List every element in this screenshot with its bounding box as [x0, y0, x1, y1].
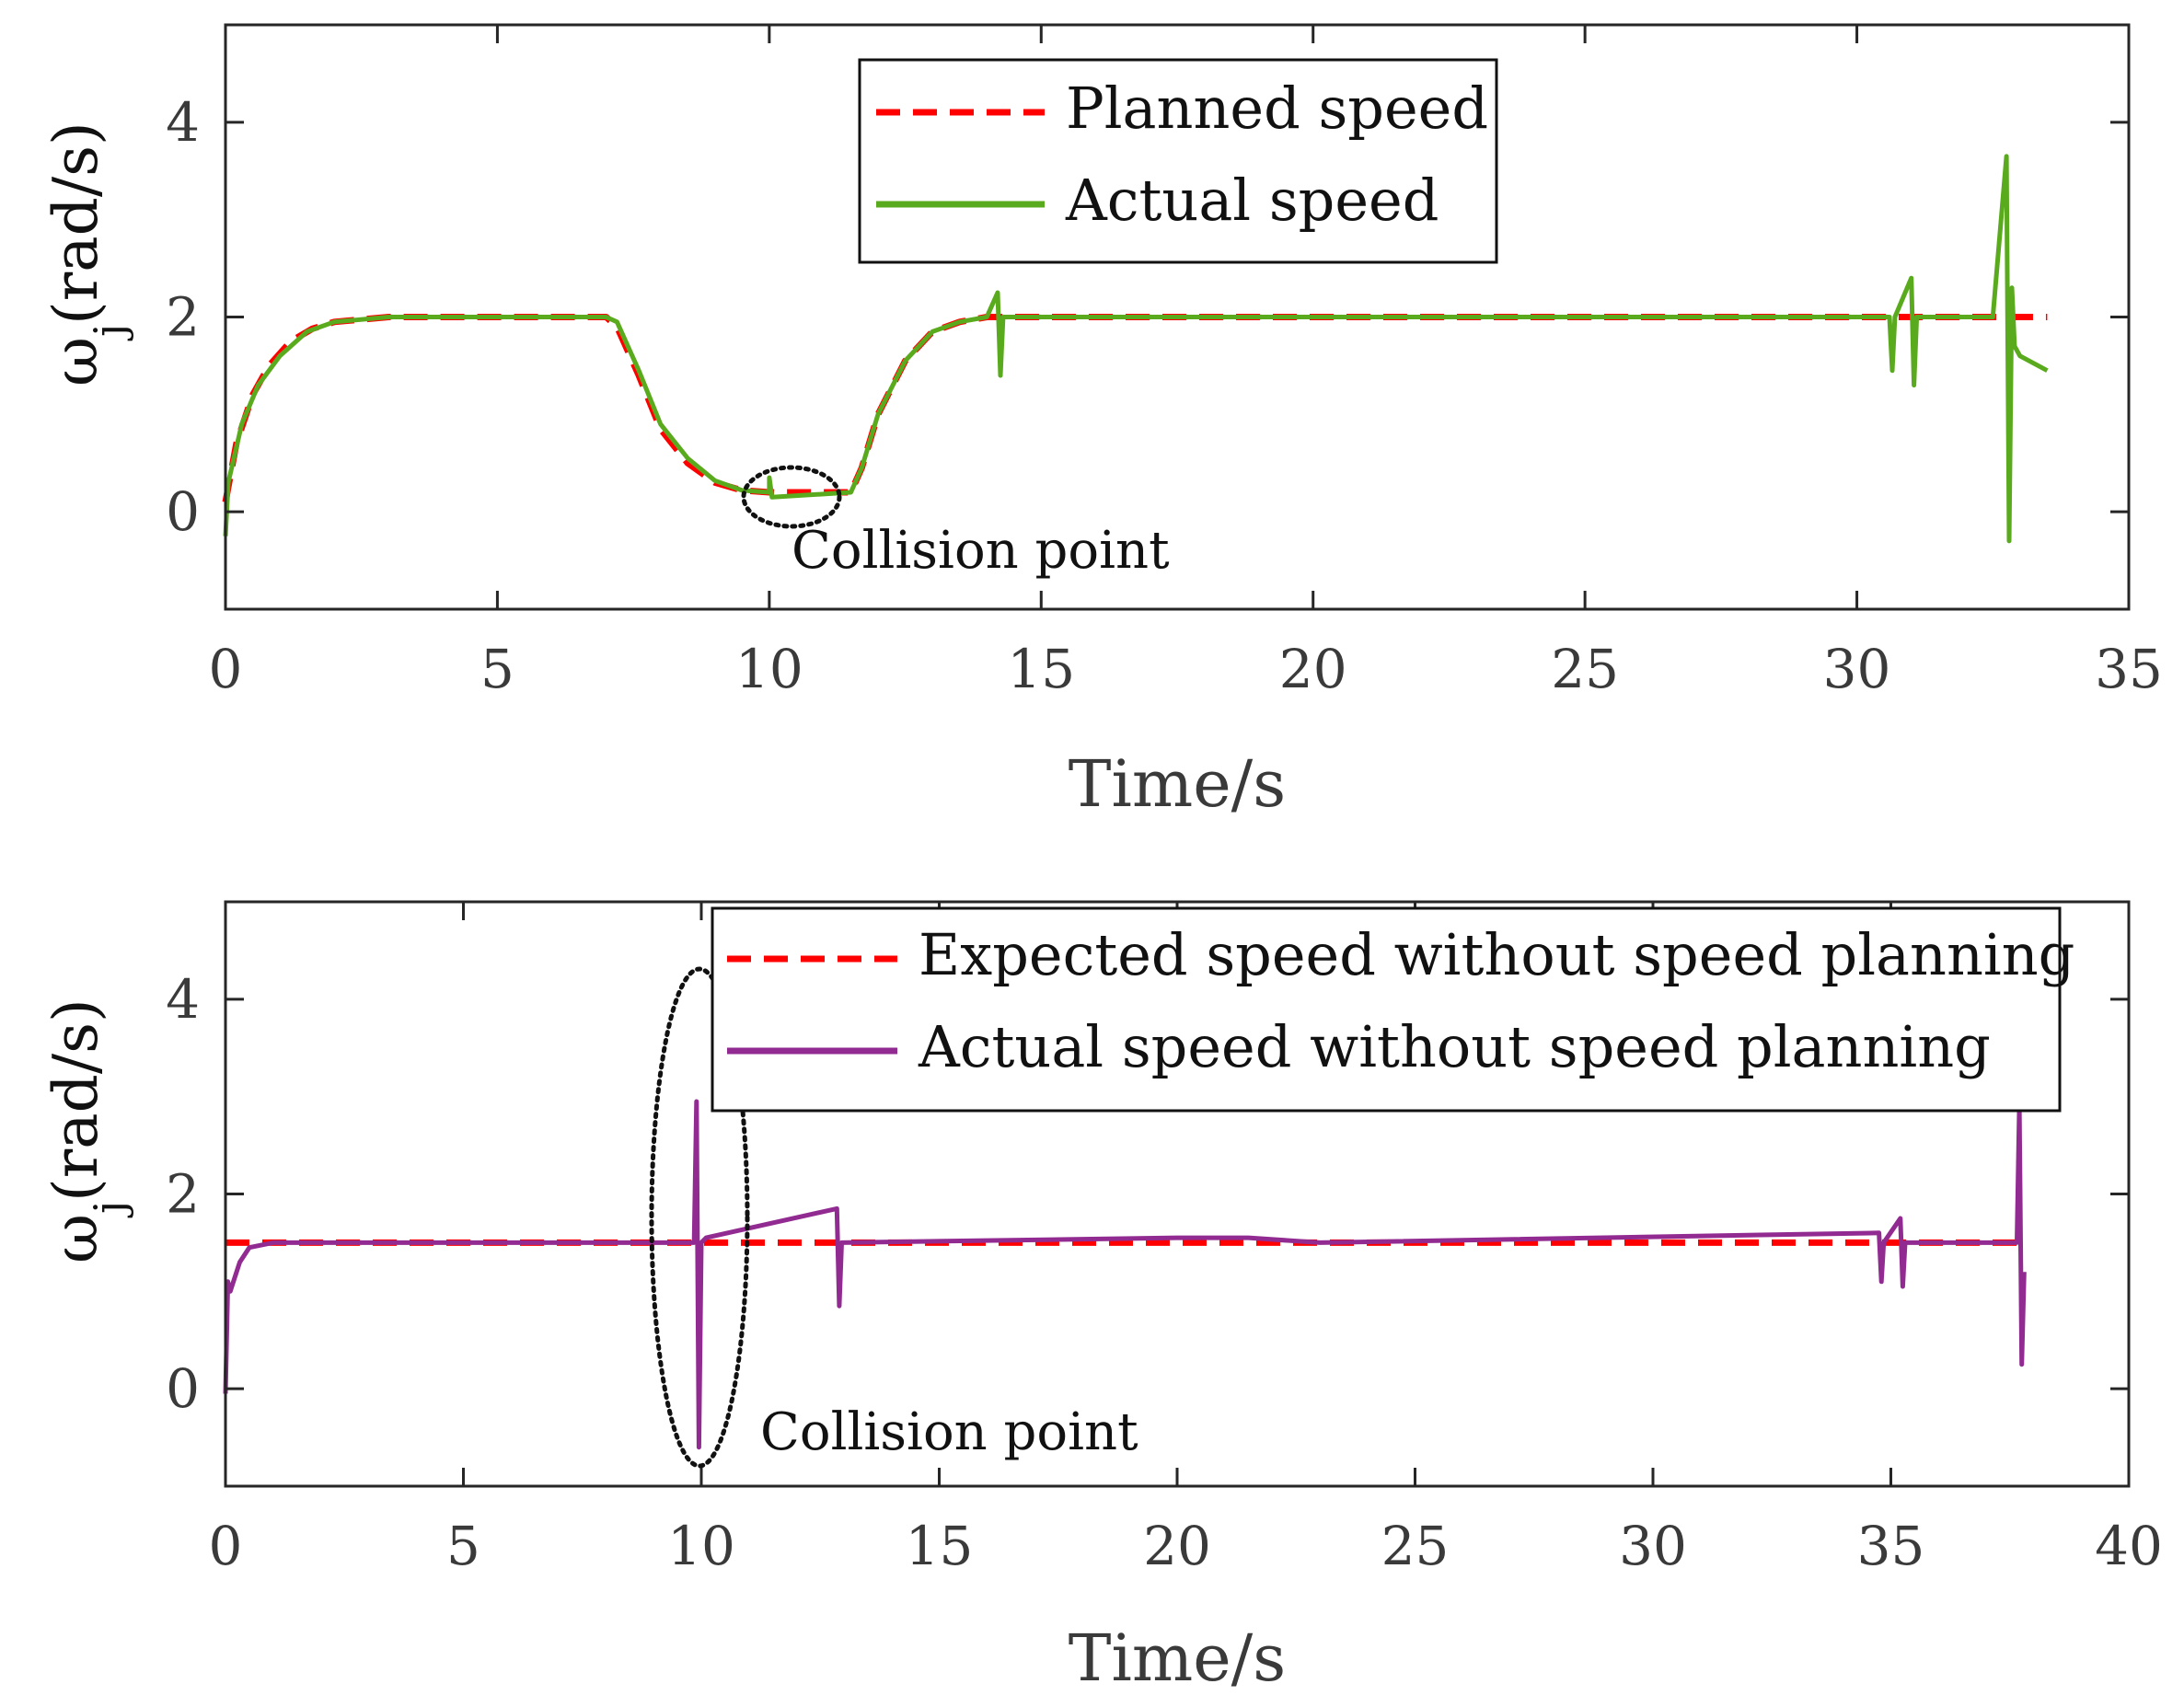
- legend-label-actual-speed-unplanned: Actual speed without speed planning: [918, 1013, 1991, 1080]
- bottom-chart-legend: Expected speed without speed planning Ac…: [711, 906, 2074, 1113]
- top-chart-series-1-line: [222, 314, 2048, 503]
- top-chart-x-tick-label: 25: [1551, 638, 1619, 700]
- bottom-chart-x-tick-label: 20: [1143, 1515, 1211, 1577]
- bottom-chart-collision-marker: [649, 966, 750, 1469]
- bottom-chart-ticks: 0 5 10 15 20 25 30 35 40 0 2 4: [166, 902, 2163, 1577]
- legend-label-planned-speed: Planned speed: [1066, 75, 1488, 142]
- bottom-chart-x-tick-label: 10: [667, 1515, 735, 1577]
- top-chart-legend: Planned speed Actual speed: [858, 58, 1498, 264]
- bottom-chart-y-label-unit: (rad/s): [40, 998, 111, 1202]
- bottom-chart-x-tick-label: 40: [2095, 1515, 2163, 1577]
- bottom-chart-y-tick-label: 0: [166, 1357, 200, 1420]
- top-chart-y-tick-label: 4: [166, 91, 200, 154]
- bottom-chart-y-label-symbol: ω: [40, 1214, 111, 1263]
- top-chart-y-tick-label: 2: [166, 286, 200, 349]
- bottom-chart-x-tick-label: 5: [446, 1515, 480, 1577]
- top-chart-x-tick-label: 5: [480, 638, 514, 700]
- bottom-chart-x-tick-label: 30: [1619, 1515, 1687, 1577]
- bottom-chart-collision-annotation: Collision point: [760, 1402, 1138, 1462]
- top-chart-x-tick-label: 15: [1007, 638, 1075, 700]
- top-chart-x-tick-label: 10: [735, 638, 803, 700]
- legend-label-actual-speed: Actual speed: [1065, 167, 1439, 234]
- top-chart-x-tick-label: 20: [1279, 638, 1347, 700]
- bottom-chart-lines: [223, 1099, 2027, 1450]
- bottom-chart: 0 5 10 15 20 25 30 35 40 0 2 4 Time/s ω j (rad/s) C…: [40, 900, 2163, 1696]
- bottom-chart-x-tick-label: 0: [209, 1515, 243, 1577]
- top-chart-collision-annotation: Collision point: [792, 521, 1170, 581]
- top-chart-ticks: 0 5 10 15 20 25 30 35 0 2 4: [166, 25, 2163, 700]
- top-chart-x-tick-label: 35: [2095, 638, 2163, 700]
- top-chart-y-label-unit: (rad/s): [40, 121, 111, 325]
- bottom-chart-x-axis-label: Time/s: [1069, 1620, 1286, 1696]
- bottom-chart-y-tick-label: 2: [166, 1163, 200, 1226]
- legend-label-expected-speed: Expected speed without speed planning: [919, 921, 2074, 988]
- top-chart-y-label-subscript: j: [85, 324, 134, 341]
- top-chart: 0 5 10 15 20 25 30 35 0 2 4 Time/s ω j (rad/s) Col…: [40, 23, 2163, 822]
- top-chart-y-tick-label: 0: [166, 480, 200, 543]
- top-chart-lines: [222, 154, 2049, 544]
- top-chart-collision-marker: [741, 465, 842, 529]
- top-chart-y-axis-label: ω j (rad/s): [40, 121, 134, 386]
- top-chart-x-axis-label: Time/s: [1069, 746, 1286, 822]
- bottom-chart-series-2-line: [223, 1099, 2027, 1450]
- top-chart-x-tick-label: 30: [1823, 638, 1891, 700]
- bottom-chart-x-tick-label: 35: [1857, 1515, 1925, 1577]
- top-chart-x-tick-label: 0: [209, 638, 243, 700]
- bottom-chart-y-tick-label: 4: [166, 968, 200, 1031]
- bottom-chart-y-axis-label: ω j (rad/s): [40, 998, 134, 1263]
- top-chart-series-2-line: [223, 154, 2049, 544]
- top-chart-y-label-symbol: ω: [40, 337, 111, 386]
- bottom-chart-legend-box: [711, 906, 2062, 1113]
- bottom-chart-x-tick-label: 15: [906, 1515, 974, 1577]
- bottom-chart-x-tick-label: 25: [1381, 1515, 1450, 1577]
- top-chart-legend-box: [858, 58, 1498, 264]
- bottom-chart-y-label-subscript: j: [85, 1201, 134, 1218]
